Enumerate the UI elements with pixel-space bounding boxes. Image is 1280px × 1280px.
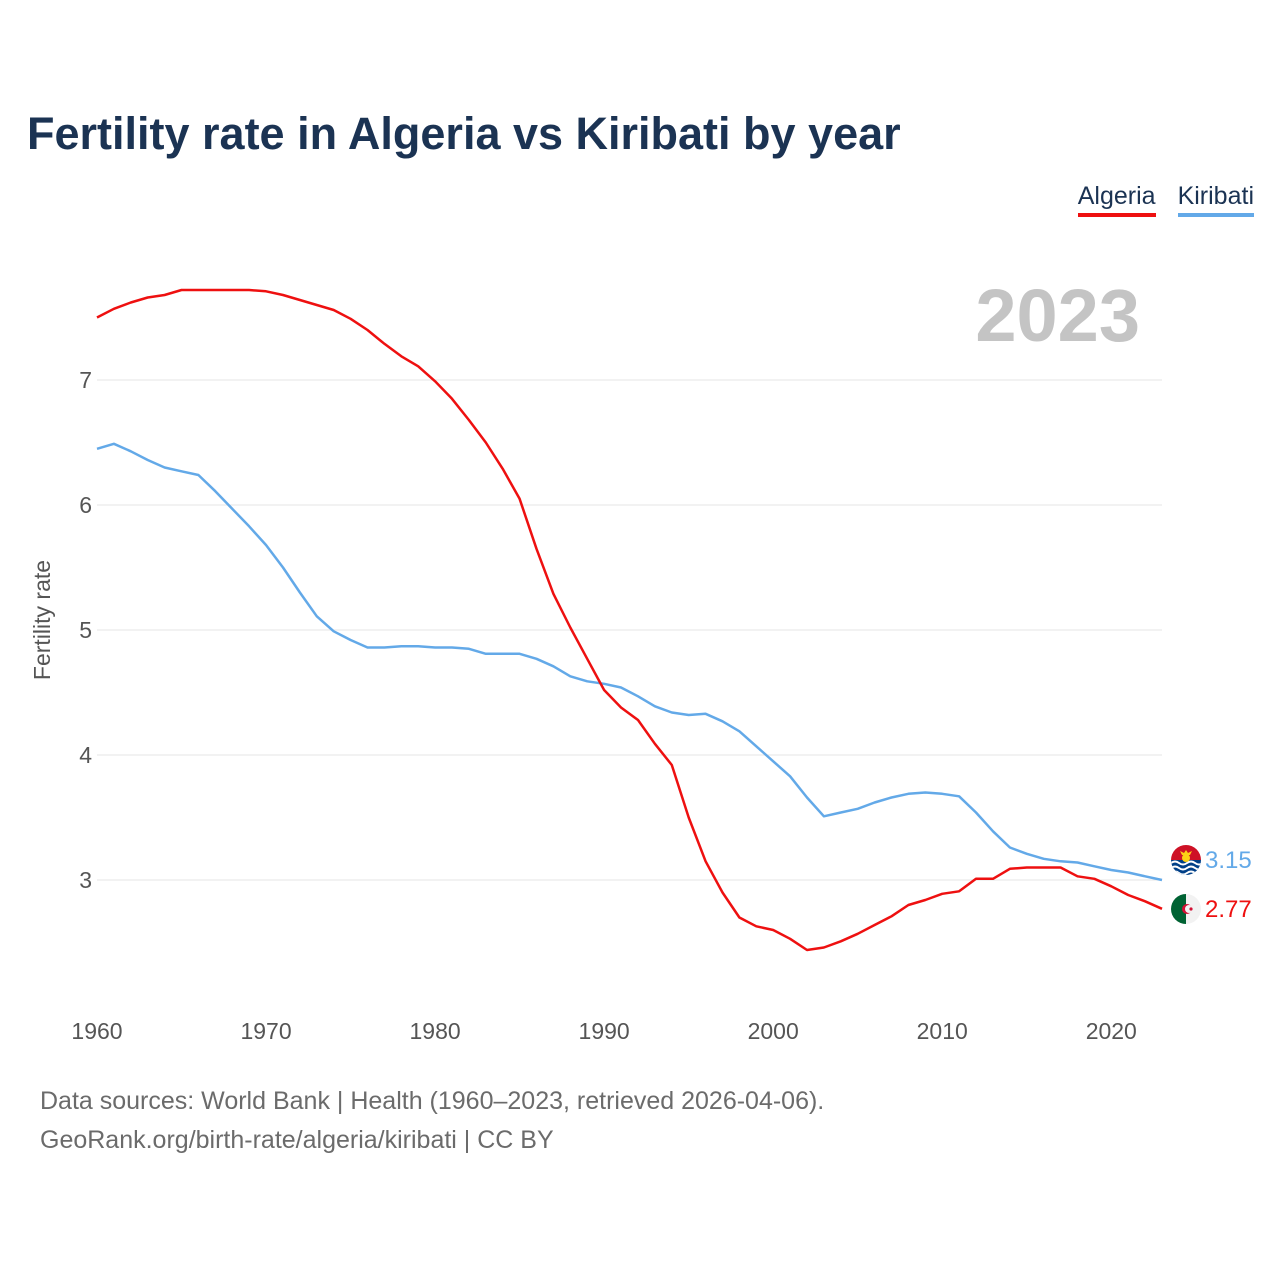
y-tick-label: 6 bbox=[79, 492, 92, 518]
kiribati-flag-icon bbox=[1171, 845, 1201, 875]
y-axis-label: Fertility rate bbox=[29, 560, 55, 680]
source-url-note[interactable]: GeoRank.org/birth-rate/algeria/kiribati … bbox=[40, 1126, 554, 1154]
algeria-flag-icon bbox=[1171, 894, 1201, 924]
series-lines bbox=[96, 288, 1163, 952]
y-tick-label: 5 bbox=[79, 617, 92, 643]
x-tick-label: 2000 bbox=[748, 1018, 799, 1044]
y-tick-label: 7 bbox=[79, 367, 92, 393]
y-tick-label: 4 bbox=[79, 742, 92, 768]
end-value-algeria: 2.77 bbox=[1205, 896, 1252, 923]
series-line-algeria[interactable] bbox=[96, 288, 1163, 952]
y-tick-label: 3 bbox=[79, 867, 92, 893]
page-title: Fertility rate in Algeria vs Kiribati by… bbox=[27, 108, 901, 159]
grid-lines bbox=[97, 379, 1162, 881]
legend: Algeria Kiribati bbox=[1077, 182, 1254, 217]
x-tick-label: 1980 bbox=[410, 1018, 461, 1044]
legend-item-algeria[interactable]: Algeria bbox=[1077, 182, 1156, 217]
end-value-kiribati: 3.15 bbox=[1205, 847, 1252, 874]
year-watermark: 2023 bbox=[975, 274, 1140, 357]
legend-item-kiribati[interactable]: Kiribati bbox=[1177, 182, 1254, 217]
x-tick-label: 1970 bbox=[240, 1018, 291, 1044]
x-tick-label: 1990 bbox=[579, 1018, 630, 1044]
data-source-note: Data sources: World Bank | Health (1960–… bbox=[40, 1087, 825, 1115]
x-axis-ticks: 1960 1970 1980 1990 2000 2010 2020 bbox=[71, 1018, 1136, 1044]
y-axis-ticks: 3 4 5 6 7 bbox=[79, 367, 92, 893]
x-tick-label: 2010 bbox=[917, 1018, 968, 1044]
x-tick-label: 2020 bbox=[1086, 1018, 1137, 1044]
x-tick-label: 1960 bbox=[71, 1018, 122, 1044]
series-line-kiribati[interactable] bbox=[96, 442, 1163, 882]
